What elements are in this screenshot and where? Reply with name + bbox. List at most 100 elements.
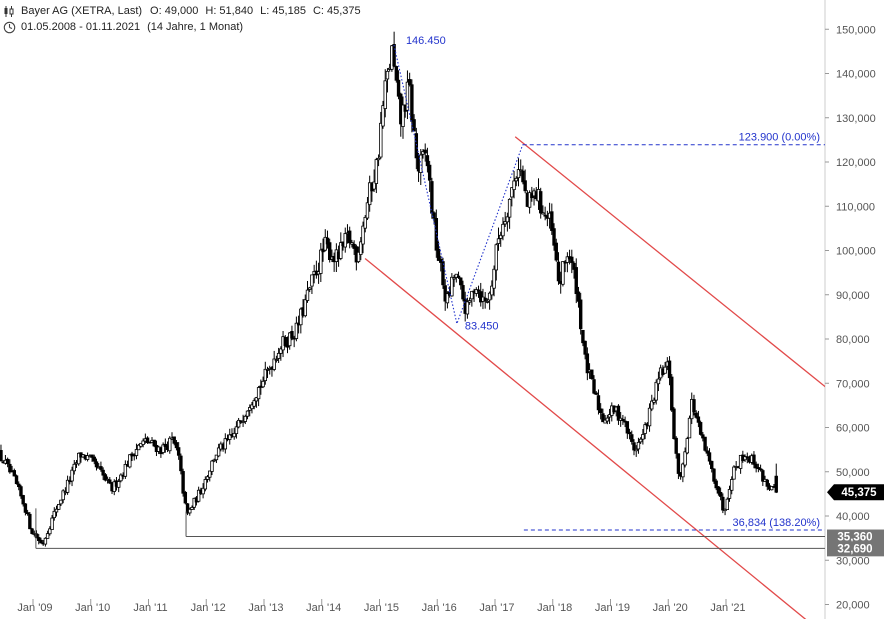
channel-line (364, 257, 807, 619)
x-tick-label: Jan '12 (191, 602, 226, 614)
y-tick-label: 110,000 (836, 201, 875, 213)
candle-body (654, 381, 658, 401)
candle-body (459, 277, 463, 286)
candle-body (756, 467, 761, 470)
candle-body (634, 448, 638, 452)
candle-body (356, 251, 361, 263)
candle-body (461, 285, 465, 300)
candle-body (696, 416, 701, 423)
x-tick-label: Jan '21 (710, 602, 745, 614)
candle-body (303, 299, 307, 317)
candle-body (572, 262, 576, 270)
y-tick-label: 130,000 (836, 113, 876, 125)
candle-body (305, 289, 310, 301)
candle-body (501, 223, 505, 237)
candle-body (152, 439, 156, 447)
candle-body (765, 479, 769, 487)
candle-body (423, 149, 427, 154)
candle-body (212, 459, 216, 462)
support-label: 32,690 (837, 543, 872, 555)
candle-body (99, 466, 103, 470)
candle-body (527, 192, 532, 208)
candle-body (319, 249, 323, 274)
date-range: 01.05.2008 - 01.11.2021 (21, 21, 141, 33)
candle-body (467, 300, 472, 303)
candle-body (652, 399, 656, 403)
candle-body (343, 233, 347, 248)
candle-body (214, 454, 219, 461)
candle-body (61, 490, 65, 501)
candle-body (37, 537, 41, 541)
candle-body (14, 475, 19, 485)
candle-body (616, 405, 621, 421)
candle-body (770, 486, 774, 491)
candle-body (541, 212, 545, 215)
candle-body (570, 256, 574, 263)
candle-body (512, 180, 516, 191)
candle-body (725, 498, 729, 510)
candle-body (583, 340, 587, 355)
clock-icon (3, 21, 16, 33)
candle-body (367, 182, 372, 206)
candle-body (718, 491, 723, 497)
y-tick-label: 70,000 (836, 378, 870, 390)
x-tick-label: Jan '16 (422, 602, 457, 614)
candle-body (179, 455, 183, 472)
candle-body (576, 291, 581, 302)
candle-body (774, 475, 778, 493)
candle-body (592, 379, 596, 394)
candle-body (339, 242, 343, 259)
candle-body (123, 463, 128, 477)
support-label-box (827, 529, 884, 545)
candle-body (168, 437, 172, 452)
candle-body (28, 513, 32, 530)
candle-body (23, 503, 28, 513)
y-tick-label: 30,000 (836, 555, 870, 567)
candle-body (252, 400, 256, 407)
candle-body (727, 489, 732, 499)
candle-body (474, 289, 478, 294)
candle-body (758, 468, 763, 471)
y-tick-label: 100,000 (836, 246, 876, 258)
candle-body (516, 169, 521, 179)
range-row: 01.05.2008 - 01.11.2021 (14 Jahre, 1 Mon… (3, 19, 361, 35)
candle-body (256, 387, 261, 400)
candle-body (50, 517, 54, 530)
candle-body (425, 155, 430, 167)
candle-body (630, 434, 634, 442)
candle-body (350, 242, 354, 245)
candle-body (108, 479, 112, 484)
candle-body (25, 512, 30, 515)
candle-body (710, 460, 714, 469)
y-tick-label: 140,000 (836, 69, 876, 81)
x-tick-label: Jan '19 (595, 602, 630, 614)
instrument-title: Bayer AG (XETRA, Last) (21, 5, 143, 17)
candle-body (90, 454, 94, 458)
candle-body (581, 329, 585, 344)
candle-body (670, 376, 674, 411)
candle-body (445, 293, 450, 304)
candle-body (223, 438, 228, 450)
candle-body (505, 216, 510, 223)
candle-body (578, 299, 583, 330)
last-price-box (827, 484, 884, 501)
candle-body (359, 241, 363, 255)
peak-label: 146.450 (406, 35, 446, 47)
candle-body (752, 454, 756, 465)
candle-body (279, 348, 283, 354)
candle-body (243, 415, 247, 422)
fib-level-label: 36,834 (138.20%) (733, 517, 820, 529)
candle-body (192, 497, 196, 508)
candle-body (185, 503, 190, 514)
candle-body (48, 528, 52, 535)
candle-body (176, 447, 181, 456)
candle-body (374, 159, 379, 184)
candle-body (667, 360, 672, 379)
candle-body (290, 331, 294, 339)
time-span: (14 Jahre, 1 Monat) (147, 21, 244, 33)
candle-body (274, 359, 279, 361)
candle-body (254, 397, 259, 402)
candle-body (396, 79, 401, 97)
